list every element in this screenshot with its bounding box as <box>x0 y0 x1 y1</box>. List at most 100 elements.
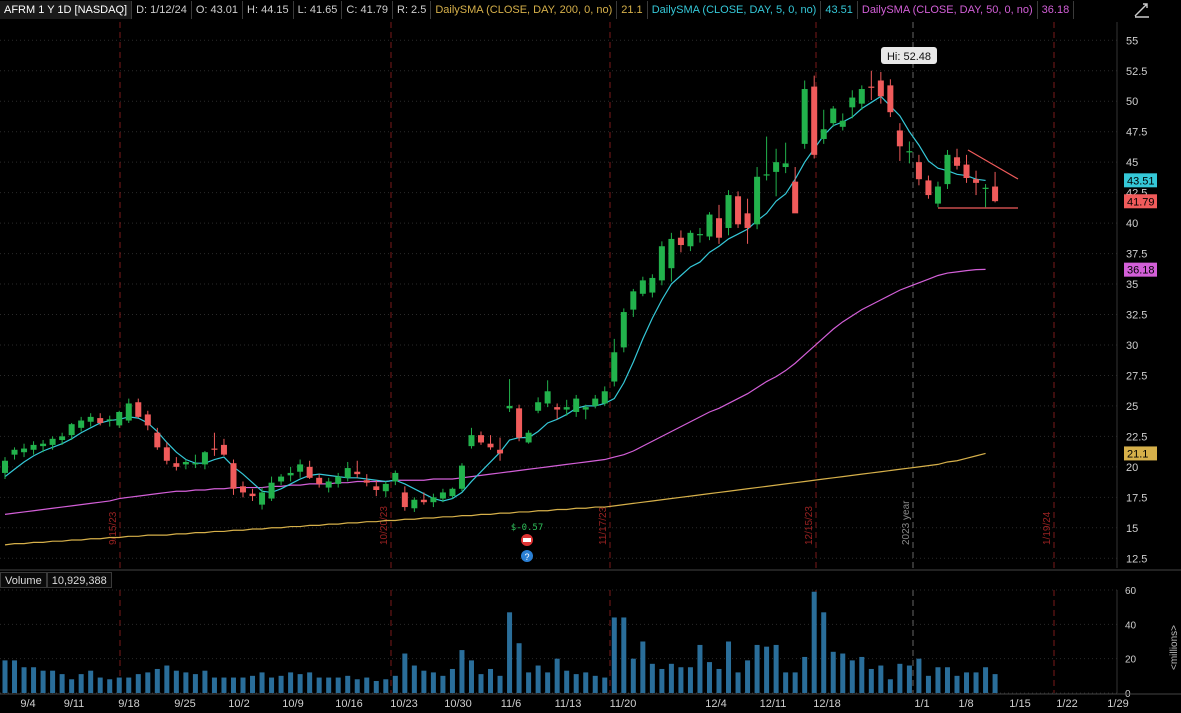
volume-bar <box>802 656 808 693</box>
candle-body <box>944 154 951 185</box>
candle <box>211 432 218 456</box>
volume-bar <box>164 665 170 693</box>
candle-body <box>801 89 808 144</box>
candle-body <box>316 477 323 484</box>
symbol-label[interactable]: AFRM 1 Y 1D [NASDAQ] <box>0 1 133 19</box>
price-tick-label: 22.5 <box>1126 431 1147 443</box>
dividend-icon[interactable] <box>521 550 533 562</box>
time-tick-label: 10/30 <box>444 698 472 710</box>
volume-bar <box>221 677 227 693</box>
candle-body <box>458 465 465 489</box>
candle-body <box>344 468 351 478</box>
volume-bar <box>735 672 741 693</box>
price-tick-label: 17.5 <box>1126 492 1147 504</box>
candle-body <box>78 420 85 428</box>
sma200-badge-label: 21.1 <box>1127 448 1148 460</box>
candle <box>220 438 227 456</box>
candle-body <box>411 499 418 509</box>
candle <box>811 75 818 159</box>
sma50-badge-label: 36.18 <box>1127 265 1155 277</box>
candle <box>925 175 932 199</box>
candle <box>858 85 865 110</box>
candle <box>973 170 980 196</box>
time-tick-label: 12/18 <box>813 698 841 710</box>
volume-bar <box>611 617 617 693</box>
candle-body <box>582 407 589 410</box>
candle-body <box>373 486 380 490</box>
volume-bar <box>849 660 855 693</box>
sma5-label[interactable]: DailySMA (CLOSE, DAY, 5, 0, no) <box>648 1 822 19</box>
candle <box>601 386 608 406</box>
resistance-trendline[interactable] <box>967 149 1019 180</box>
volume-label[interactable]: Volume <box>0 572 47 588</box>
candle-body <box>592 398 599 406</box>
candle-body <box>573 398 580 412</box>
candle-body <box>525 432 532 443</box>
price-tick-label: 20 <box>1126 462 1138 474</box>
candle <box>173 457 180 471</box>
candle <box>630 288 637 317</box>
time-tick-label: 12/11 <box>760 698 787 710</box>
volume-bar <box>716 668 722 693</box>
volume-bar <box>859 656 865 693</box>
event-label: 1/19/24 <box>1042 511 1053 545</box>
volume-bar <box>554 658 560 693</box>
candle <box>21 443 28 458</box>
candle <box>135 398 142 419</box>
volume-bar <box>430 672 436 693</box>
candle-body <box>915 162 922 180</box>
price-tick-label: 45 <box>1126 157 1138 169</box>
candle <box>163 442 170 465</box>
open-readout: O: 43.01 <box>192 1 244 19</box>
candle <box>573 394 580 417</box>
event-label: 9/15/23 <box>108 511 119 545</box>
candle-body <box>611 352 618 382</box>
candle <box>954 148 960 170</box>
candle <box>820 109 827 144</box>
volume-tick-label: 40 <box>1125 620 1137 631</box>
volume-bar <box>59 674 65 693</box>
candle <box>97 413 104 426</box>
candle <box>773 148 780 197</box>
candle-body <box>220 444 227 455</box>
volume-bar <box>678 667 684 693</box>
candle <box>382 481 389 498</box>
time-tick-label: 1/22 <box>1056 698 1077 710</box>
volume-bar <box>88 670 94 693</box>
candle <box>268 476 275 501</box>
volume-bar <box>240 677 246 693</box>
candle-body <box>116 412 123 426</box>
candle <box>677 230 684 253</box>
candle <box>201 451 208 470</box>
volume-bar <box>992 674 998 693</box>
candle <box>40 440 47 453</box>
candle-body <box>259 492 266 505</box>
candle-body <box>982 187 989 189</box>
candle-body <box>30 444 37 450</box>
sma50-label[interactable]: DailySMA (CLOSE, DAY, 50, 0, no) <box>858 1 1038 19</box>
volume-bar <box>269 677 275 693</box>
sma200-label[interactable]: DailySMA (CLOSE, DAY, 200, 0, no) <box>431 1 618 19</box>
candle-body <box>106 419 113 421</box>
candle <box>401 486 408 511</box>
candle <box>849 90 856 119</box>
volume-bar <box>906 665 912 693</box>
candle-body <box>696 234 703 236</box>
candle-body <box>773 162 780 172</box>
candle <box>144 410 151 431</box>
sma5-badge-label: 43.51 <box>1127 175 1155 187</box>
volume-bar <box>764 646 770 693</box>
candle <box>582 404 589 420</box>
drawing-tools-icon[interactable] <box>1133 2 1151 18</box>
volume-bar <box>326 677 332 693</box>
candle-body <box>620 312 627 348</box>
volume-bar <box>944 667 950 693</box>
candle-body <box>487 443 494 448</box>
time-tick-label: 9/11 <box>64 698 85 710</box>
volume-bar <box>192 674 198 693</box>
event-label: 2023 year <box>901 500 912 545</box>
candle <box>278 474 285 486</box>
candle-body <box>706 214 713 237</box>
